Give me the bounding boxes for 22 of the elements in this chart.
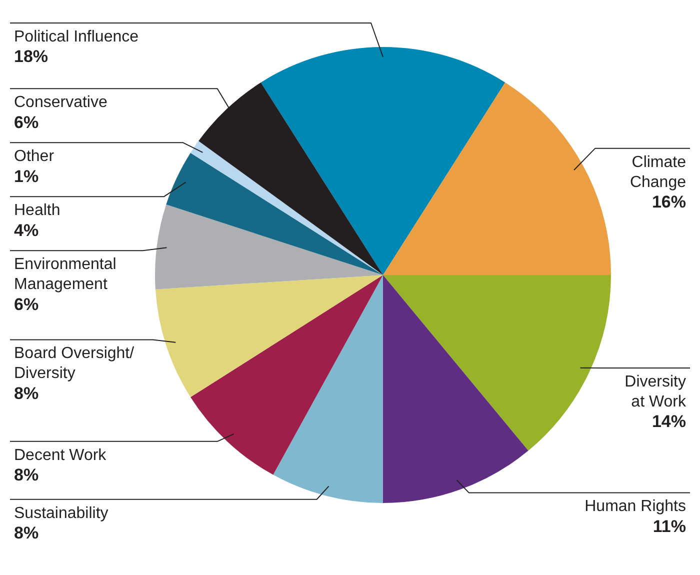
slice-label: Decent Work bbox=[14, 446, 108, 464]
data-label: 16% bbox=[652, 192, 686, 212]
slice-label: Board Oversight/ Diversity bbox=[14, 345, 135, 382]
data-label: 18% bbox=[14, 47, 48, 66]
data-label: 6% bbox=[14, 294, 39, 314]
slice-label: Health bbox=[14, 202, 60, 219]
data-label: 8% bbox=[14, 524, 39, 543]
data-label: 1% bbox=[14, 166, 39, 186]
slice-label: Environmental Management bbox=[14, 256, 116, 293]
slice-label: Other bbox=[14, 148, 55, 165]
data-label: 11% bbox=[652, 516, 686, 536]
slice-label: Climate Change bbox=[630, 154, 686, 191]
data-label: 14% bbox=[652, 412, 686, 432]
data-label: 6% bbox=[14, 112, 39, 132]
data-label: 8% bbox=[14, 384, 39, 403]
slice-label: Conservative bbox=[14, 94, 108, 111]
slice-label: Sustainability bbox=[14, 504, 108, 522]
slice-label: Diversity at Work bbox=[624, 373, 687, 410]
slice-label: Political Influence bbox=[14, 28, 139, 46]
slice-label: Human Rights bbox=[584, 498, 686, 516]
data-label: 8% bbox=[14, 466, 39, 485]
data-label: 4% bbox=[14, 220, 39, 240]
